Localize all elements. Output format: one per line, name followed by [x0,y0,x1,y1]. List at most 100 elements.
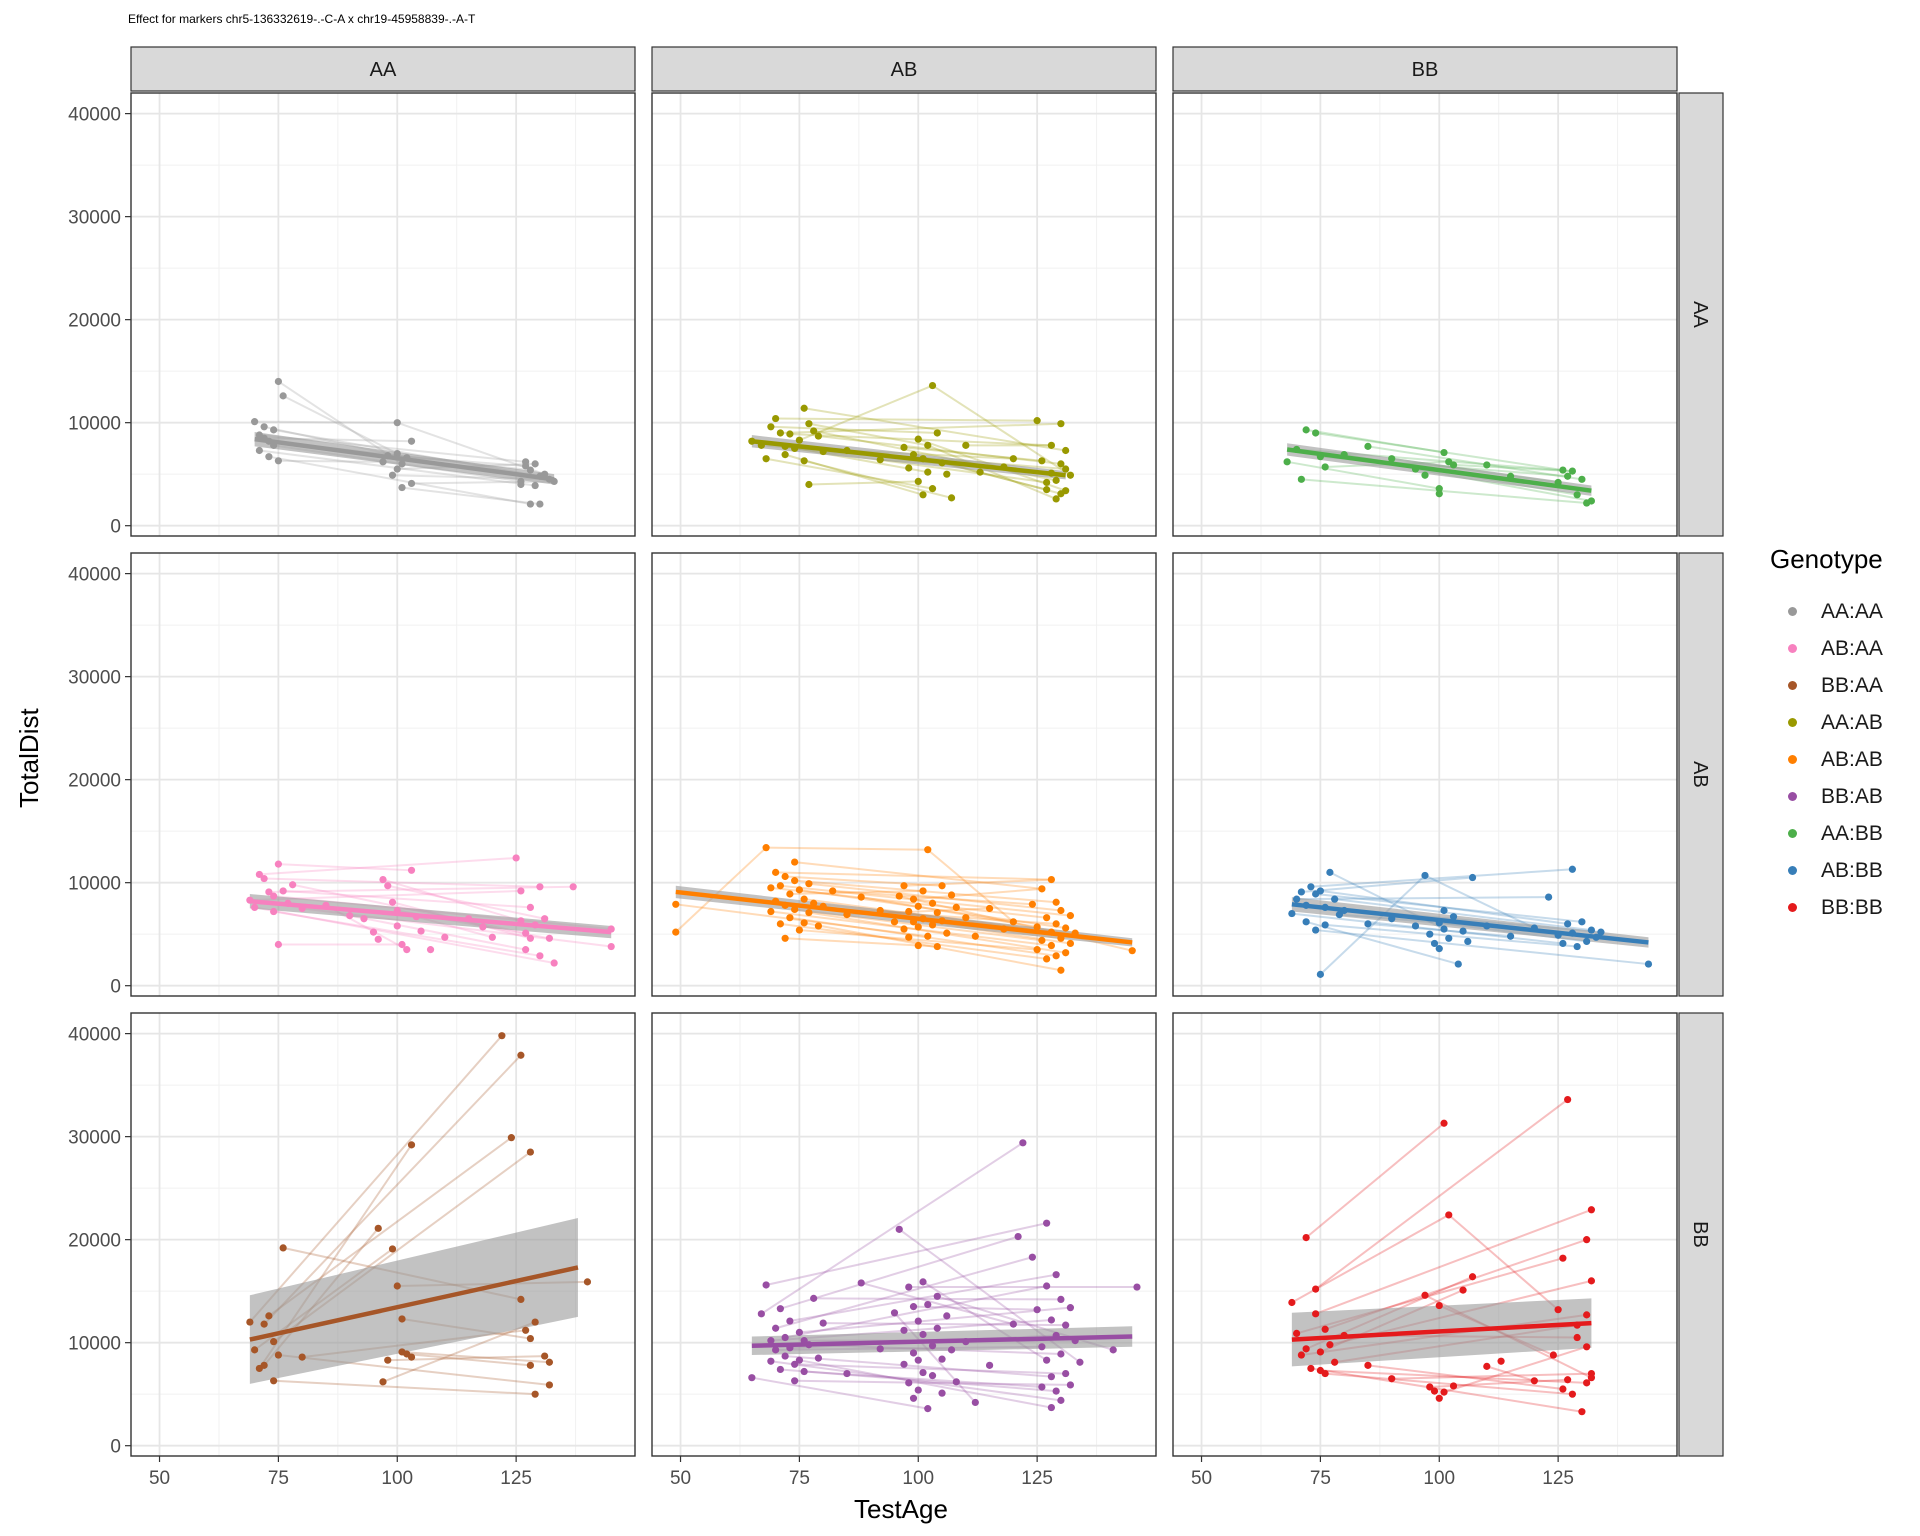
x-tick-label: 50 [670,1468,691,1489]
data-point [517,1295,525,1304]
data-point [1047,1373,1055,1381]
trajectory-line [794,1363,1066,1375]
trajectory-line [799,888,1066,929]
data-point [919,1278,927,1286]
data-point [393,1282,401,1290]
data-point [1133,1283,1141,1291]
data-point [360,915,368,923]
data-point [1549,1351,1557,1359]
data-point [1316,1348,1324,1356]
data-point [393,922,401,930]
data-point [1435,1301,1443,1310]
data-point [1288,1298,1296,1307]
legend-swatch [1788,866,1797,875]
trajectory-line [903,446,1042,462]
data-point [1578,918,1586,926]
legend: Genotype AA:AA AB:AA BB:AA AA:AB AB:AB BB:AB A… [1770,544,1883,926]
data-point [876,456,884,464]
data-point [1052,952,1060,960]
data-point [1033,1306,1041,1314]
panel-AB:BB [1172,552,1678,997]
trajectory-line [818,435,1062,465]
data-point [379,458,387,466]
trajectory-line [803,407,1066,452]
legend-swatch [1788,829,1797,838]
row-strip [1678,1012,1724,1457]
data-point [1062,465,1070,473]
data-point [541,1352,549,1360]
data-point [536,883,544,891]
data-point [985,1361,994,1369]
data-point [1483,461,1491,469]
data-point [924,846,932,854]
data-point [795,436,803,444]
data-point [971,932,979,940]
y-axis-title: TotalDist [14,708,44,808]
panel-AB:AA: 0 10000 20000 30000 40000 [68,552,636,998]
data-point [1312,429,1320,437]
y-tick-label: 20000 [68,311,121,332]
y-tick-label: 10000 [68,1334,121,1355]
data-point [1445,1211,1453,1219]
data-point [1057,906,1065,915]
panel-border [130,552,636,997]
data-point [1559,1254,1567,1262]
data-point [1644,960,1653,968]
data-point [1062,924,1070,932]
data-point [1388,1375,1396,1383]
data-point [526,903,534,912]
data-point [417,927,425,935]
data-point [488,933,496,941]
legend-item: BB:AA [1770,667,1883,704]
data-point [895,892,903,900]
y-tick-label: 0 [110,1437,121,1458]
fit-line [249,1265,579,1342]
data-point [1047,1403,1055,1412]
data-point [800,1367,808,1376]
data-point [374,1224,382,1232]
data-point [781,872,789,881]
data-point [1321,1325,1329,1333]
data-point [1587,497,1596,505]
data-point [1288,909,1296,918]
fit-line [1286,447,1592,493]
data-point [1573,942,1581,951]
data-point [933,908,941,917]
trajectory-line [1305,1122,1445,1239]
data-point [274,377,282,386]
data-point [388,898,397,906]
data-point [791,877,799,885]
data-point [1038,885,1046,893]
trajectory-line [770,425,938,434]
data-point [767,1357,775,1365]
row-strip-label: BB [1689,1221,1711,1248]
data-point [905,1283,913,1291]
data-point [407,866,416,874]
data-point [772,414,780,423]
data-point [1014,1232,1022,1241]
legend-item: AA:BB [1770,815,1883,852]
trajectory-line [283,889,531,909]
data-point [1388,455,1396,463]
row-strip [1678,92,1724,537]
data-point [1411,922,1420,930]
trajectory-line [780,1368,1057,1393]
data-point [1426,930,1434,938]
data-point [607,942,615,951]
data-point [1578,475,1586,483]
data-point [1062,1369,1070,1378]
trajectory-line [775,1256,1033,1330]
data-point [909,1349,918,1357]
trajectory-line [789,916,1057,957]
data-point [1564,1376,1572,1384]
y-tick-label: 10000 [68,414,121,435]
data-point [379,1378,387,1386]
legend-item: BB:AB [1770,778,1883,815]
panel-BB:AA: 0 10000 20000 30000 40000 50 75 100 125 [68,1012,636,1489]
data-point [1052,1271,1060,1279]
trajectory-line [401,486,541,506]
data-point [857,1279,865,1287]
trajectory-line [789,1273,1057,1323]
data-point [767,423,775,431]
data-point [1331,1358,1339,1366]
